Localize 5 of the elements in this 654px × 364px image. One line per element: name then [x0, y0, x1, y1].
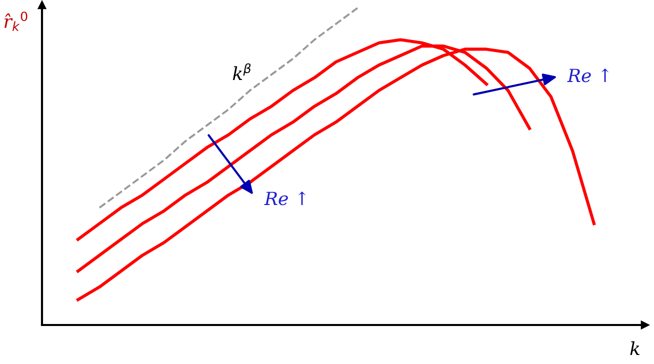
annotation: k$^{β}$ — [232, 63, 251, 80]
annotation: Re ↑ — [567, 68, 609, 82]
y-axis-title: r̂$_{k}$$^{0}$ — [4, 12, 28, 31]
annotation: Re ↑ — [264, 192, 306, 206]
x-axis-title: k — [630, 341, 640, 355]
